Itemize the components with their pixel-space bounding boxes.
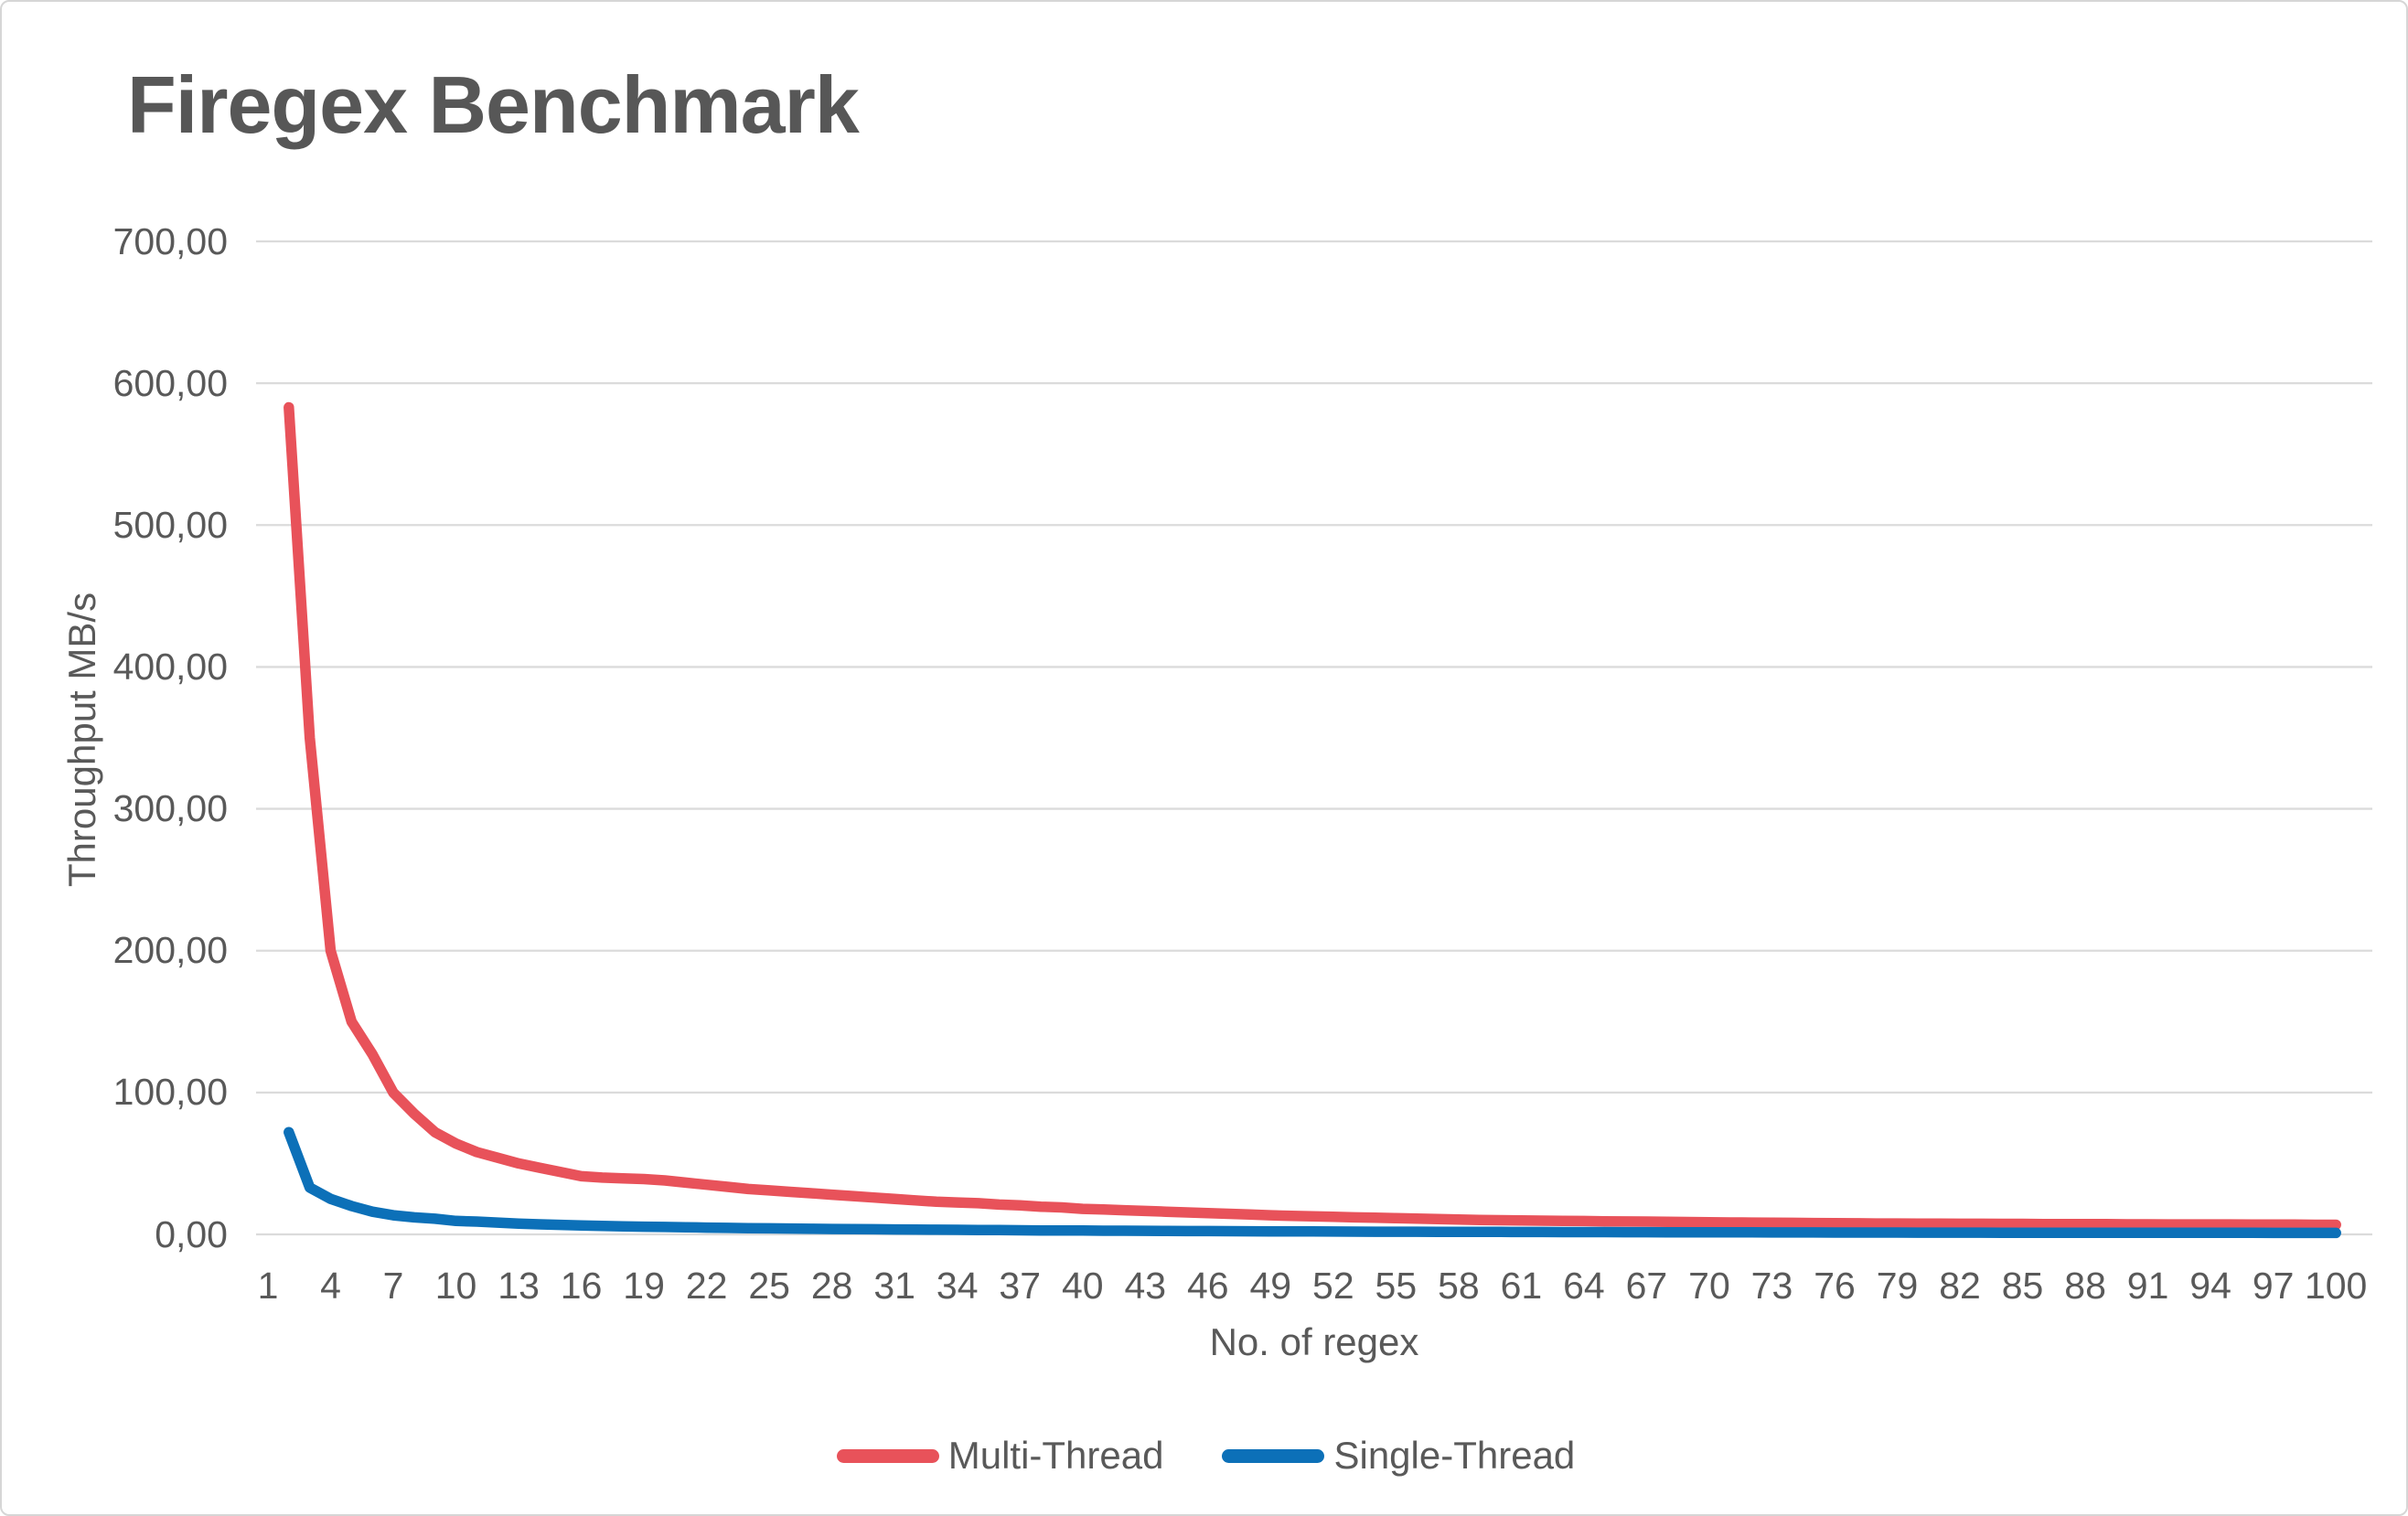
y-tick-label: 600,00 xyxy=(112,361,228,404)
x-tick-label: 13 xyxy=(498,1265,540,1307)
x-axis-title: No. of regex xyxy=(1209,1320,1419,1363)
x-tick-label: 10 xyxy=(434,1265,477,1307)
y-tick-label: 0,00 xyxy=(155,1212,228,1255)
x-tick-label: 22 xyxy=(685,1265,728,1307)
legend-label-single-thread: Single-Thread xyxy=(1333,1434,1576,1477)
x-tick-label: 16 xyxy=(560,1265,603,1307)
y-tick-label: 100,00 xyxy=(112,1071,228,1114)
x-tick-label: 19 xyxy=(623,1265,665,1307)
x-tick-label: 88 xyxy=(2064,1265,2106,1307)
chart-title: Firegex Benchmark xyxy=(127,59,860,150)
x-tick-label: 97 xyxy=(2252,1265,2295,1307)
x-tick-label: 1 xyxy=(257,1265,279,1307)
x-tick-label: 55 xyxy=(1375,1265,1418,1307)
x-tick-label: 28 xyxy=(810,1265,853,1307)
x-tick-label: 67 xyxy=(1625,1265,1668,1307)
x-tick-label: 37 xyxy=(999,1265,1042,1307)
x-tick-label: 52 xyxy=(1312,1265,1354,1307)
x-tick-label: 4 xyxy=(320,1265,341,1307)
y-tick-label: 400,00 xyxy=(112,645,228,688)
y-tick-label: 200,00 xyxy=(112,929,228,972)
x-tick-label: 49 xyxy=(1249,1265,1292,1307)
x-tick-label: 58 xyxy=(1438,1265,1480,1307)
x-tick-label: 94 xyxy=(2189,1265,2231,1307)
y-tick-label: 300,00 xyxy=(112,787,228,830)
x-tick-label: 34 xyxy=(936,1265,979,1307)
legend: Multi-Thread Single-Thread xyxy=(2,1434,2406,1478)
series-line-single-thread xyxy=(284,1126,2341,1239)
legend-label-multi-thread: Multi-Thread xyxy=(947,1434,1164,1477)
x-tick-label: 31 xyxy=(873,1265,915,1307)
x-tick-label: 40 xyxy=(1061,1265,1104,1307)
y-tick-label: 700,00 xyxy=(112,219,228,262)
y-tick-label: 500,00 xyxy=(112,503,228,546)
x-tick-label: 76 xyxy=(1814,1265,1856,1307)
x-tick-label: 64 xyxy=(1563,1265,1605,1307)
x-tick-label: 70 xyxy=(1688,1265,1730,1307)
series-line-multi-thread xyxy=(284,401,2341,1231)
x-tick-label: 7 xyxy=(382,1265,404,1307)
x-tick-label: 61 xyxy=(1500,1265,1543,1307)
x-tick-label: 46 xyxy=(1186,1265,1229,1307)
legend-swatch-multi-thread-icon xyxy=(836,1448,939,1463)
x-tick-label: 85 xyxy=(2001,1265,2044,1307)
legend-item-single-thread: Single-Thread xyxy=(1222,1434,1575,1478)
x-tick-label: 82 xyxy=(1939,1265,1981,1307)
legend-swatch-single-thread-icon xyxy=(1222,1448,1325,1463)
x-tick-label: 43 xyxy=(1124,1265,1167,1307)
x-tick-label: 79 xyxy=(1876,1265,1919,1307)
x-tick-label: 91 xyxy=(2126,1265,2169,1307)
legend-item-multi-thread: Multi-Thread xyxy=(836,1434,1164,1478)
x-tick-label: 100 xyxy=(2304,1265,2368,1307)
x-tick-label: 73 xyxy=(1750,1265,1793,1307)
x-tick-label: 25 xyxy=(748,1265,790,1307)
